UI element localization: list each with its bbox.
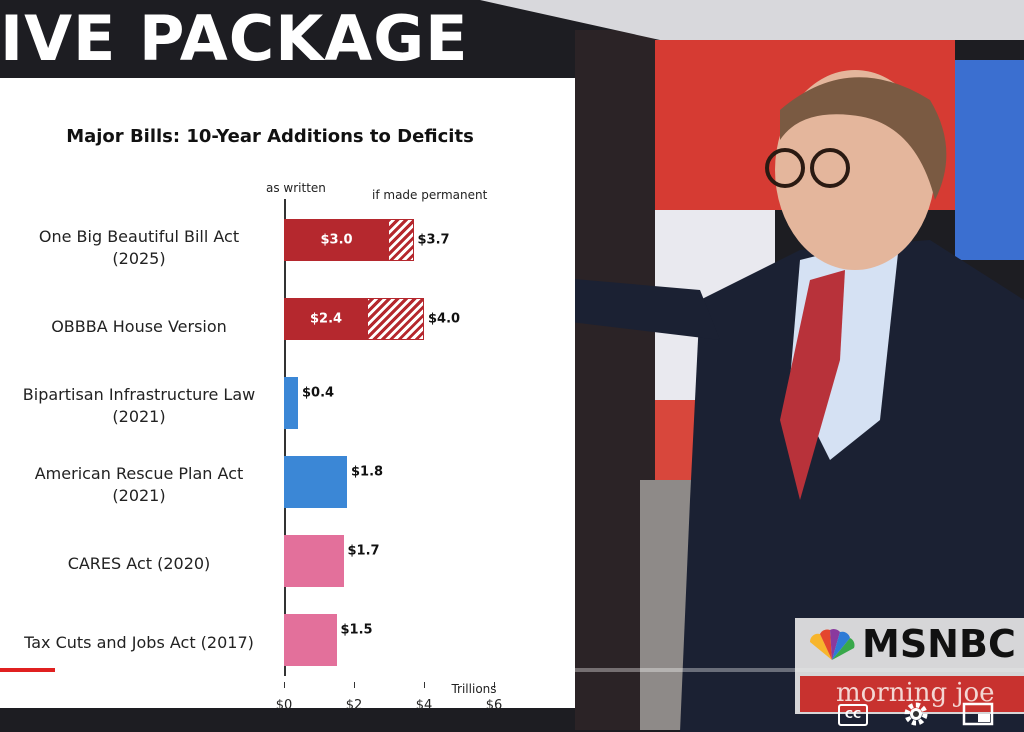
x-axis-label: Trillions <box>451 682 497 696</box>
chart-title: Major Bills: 10-Year Additions to Defici… <box>66 126 474 147</box>
header-title: IVE PACKAGE <box>0 2 469 75</box>
value-label: $1.5 <box>340 622 373 638</box>
value-label: $3.7 <box>417 232 450 248</box>
x-tick <box>424 682 425 688</box>
category-label: Bipartisan Infrastructure Law (2021) <box>22 385 256 426</box>
x-tick <box>494 682 495 688</box>
value-label: $2.4 <box>310 311 343 327</box>
x-tick <box>284 682 285 688</box>
bar <box>284 219 389 261</box>
value-label: $0.4 <box>302 385 335 401</box>
value-label: $3.0 <box>320 232 353 248</box>
axis-line <box>284 198 286 676</box>
category-label: One Big Beautiful Bill Act (2025) <box>38 227 240 268</box>
bar <box>284 614 337 667</box>
bar <box>284 535 344 588</box>
category-label: CARES Act (2020) <box>67 554 211 573</box>
series-annotation: if made permanent <box>372 188 488 202</box>
category-label: American Rescue Plan Act (2021) <box>34 464 244 505</box>
series-annotation: as written <box>266 181 326 195</box>
x-tick-label: $6 <box>485 698 503 713</box>
value-label: $1.7 <box>347 543 380 559</box>
bar <box>284 298 368 340</box>
x-tick <box>354 682 355 688</box>
bar <box>284 456 347 509</box>
x-tick-label: $2 <box>345 698 363 713</box>
bar <box>284 377 298 430</box>
progress-fill <box>0 668 55 672</box>
x-tick-label: $4 <box>415 698 433 713</box>
settings-button[interactable] <box>902 700 930 728</box>
captions-button[interactable]: CC <box>838 704 868 726</box>
category-label: OBBBA House Version <box>51 317 227 336</box>
peacock-logo <box>809 629 855 660</box>
x-tick-label: $0 <box>275 698 293 713</box>
miniplayer-button[interactable] <box>962 702 996 726</box>
category-label: Tax Cuts and Jobs Act (2017) <box>24 633 254 652</box>
network-logo: MSNBC <box>862 622 1016 666</box>
value-label: $1.8 <box>351 464 384 480</box>
value-label: $4.0 <box>428 311 461 327</box>
progress-bar[interactable] <box>0 668 1024 672</box>
